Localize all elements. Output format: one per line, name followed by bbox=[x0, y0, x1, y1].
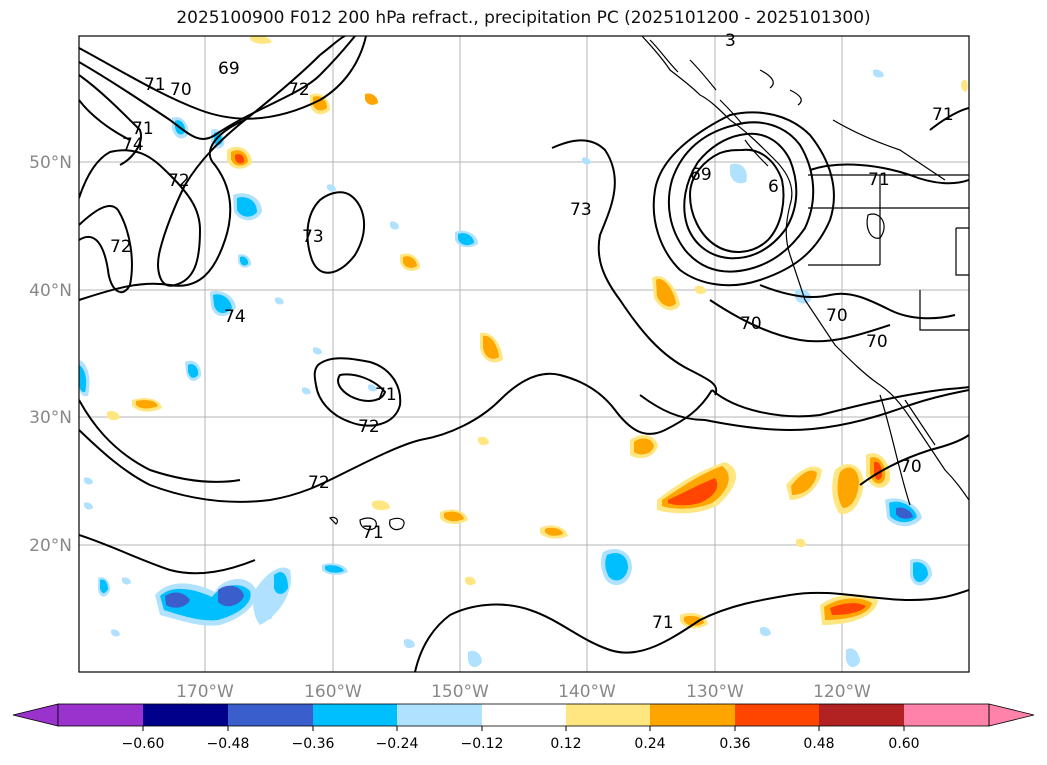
colorbar-tick-label: −0.12 bbox=[461, 736, 504, 752]
contour-label: 71 bbox=[144, 75, 166, 95]
colorbar-tick-label: −0.60 bbox=[122, 736, 165, 752]
colorbar-tick-label: −0.36 bbox=[292, 736, 335, 752]
graticule bbox=[79, 36, 969, 672]
colorbar-segment bbox=[735, 704, 819, 726]
refractivity-contours bbox=[79, 36, 969, 672]
contour-label: 70 bbox=[170, 80, 192, 100]
contour-label: 73 bbox=[302, 227, 324, 247]
map-panel bbox=[79, 36, 969, 672]
colorbar-segment bbox=[228, 704, 313, 726]
colorbar-segment bbox=[566, 704, 650, 726]
contour-label: 71 bbox=[868, 170, 890, 190]
colorbar-segment bbox=[904, 704, 989, 726]
contour-label: 72 bbox=[168, 171, 190, 191]
contour-label: 70 bbox=[900, 457, 922, 477]
lon-label: 120°W bbox=[813, 682, 871, 702]
colorbar-segment bbox=[143, 704, 228, 726]
colorbar-segment bbox=[650, 704, 735, 726]
lon-label: 160°W bbox=[304, 682, 362, 702]
lat-label: 40°N bbox=[29, 281, 72, 301]
contour-label: 69 bbox=[690, 165, 712, 185]
contour-label: 72 bbox=[110, 237, 132, 257]
colorbar-tick-label: −0.48 bbox=[207, 736, 250, 752]
colorbar-tick-label: 0.24 bbox=[634, 736, 665, 752]
colorbar-outline bbox=[57, 703, 990, 727]
lon-label: 170°W bbox=[176, 682, 234, 702]
colorbar-extend-low bbox=[12, 703, 59, 727]
lon-label: 130°W bbox=[686, 682, 744, 702]
contour-label: 72 bbox=[288, 80, 310, 100]
colorbar-extend-high bbox=[988, 703, 1035, 727]
contour-label: 72 bbox=[358, 417, 380, 437]
contour-label: 6 bbox=[768, 177, 779, 197]
contour-label: 69 bbox=[218, 59, 240, 79]
colorbar-segment bbox=[58, 704, 143, 726]
colorbar-segment bbox=[397, 704, 482, 726]
coastlines bbox=[328, 36, 969, 531]
precip-negative-shading bbox=[79, 69, 932, 668]
colorbar-segment bbox=[313, 704, 397, 726]
colorbar-segment bbox=[482, 704, 566, 726]
colorbar-tick-label: 0.36 bbox=[719, 736, 750, 752]
contour-label: 72 bbox=[308, 473, 330, 493]
contour-label: 71 bbox=[652, 613, 674, 633]
contour-label: 73 bbox=[570, 200, 592, 220]
contour-label: 71 bbox=[932, 105, 954, 125]
lon-label: 140°W bbox=[558, 682, 616, 702]
contour-label: 74 bbox=[122, 135, 144, 155]
map-title: 2025100900 F012 200 hPa refract., precip… bbox=[176, 8, 871, 28]
contour-label: 3 bbox=[725, 31, 736, 51]
colorbar-segment bbox=[819, 704, 904, 726]
lat-label: 50°N bbox=[29, 153, 72, 173]
colorbar: −0.60 −0.48 −0.36 −0.24 −0.12 0.12 0.24 … bbox=[12, 703, 1035, 752]
colorbar-tick-label: 0.12 bbox=[550, 736, 581, 752]
colorbar-tick-label: 0.60 bbox=[888, 736, 919, 752]
map-frame bbox=[78, 35, 970, 673]
colorbar-tick-label: −0.24 bbox=[376, 736, 419, 752]
contour-labels: 69 70 71 72 71 74 72 72 73 73 74 71 72 7… bbox=[110, 31, 954, 633]
colorbar-tick-label: 0.48 bbox=[803, 736, 834, 752]
precip-positive-shading bbox=[107, 36, 968, 629]
contour-label: 74 bbox=[224, 307, 246, 327]
lat-label: 20°N bbox=[29, 536, 72, 556]
contour-label: 71 bbox=[362, 523, 384, 543]
contour-label: 70 bbox=[826, 306, 848, 326]
lon-label: 150°W bbox=[431, 682, 489, 702]
latitude-labels: 50°N 40°N 30°N 20°N bbox=[29, 153, 72, 556]
longitude-labels: 170°W 160°W 150°W 140°W 130°W 120°W bbox=[176, 682, 871, 702]
contour-label: 71 bbox=[132, 119, 154, 139]
contour-label: 71 bbox=[375, 385, 397, 405]
contour-label: 70 bbox=[740, 314, 762, 334]
lat-label: 30°N bbox=[29, 408, 72, 428]
contour-label: 70 bbox=[866, 332, 888, 352]
